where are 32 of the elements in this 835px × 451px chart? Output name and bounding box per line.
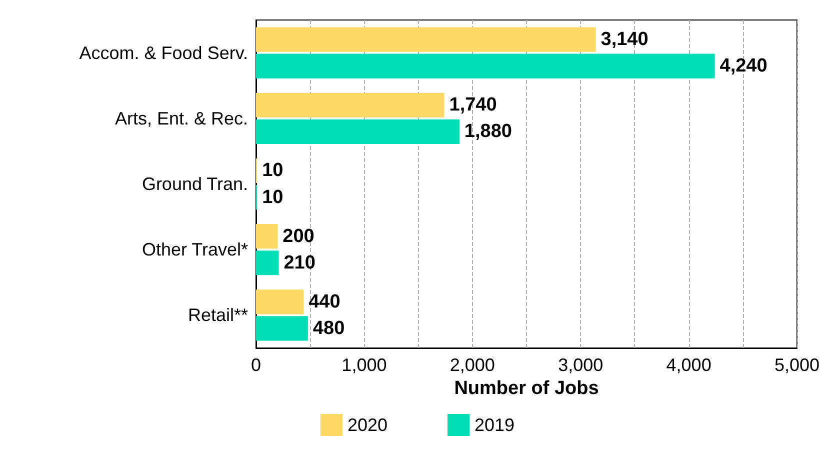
data-label: 1,880 xyxy=(464,121,512,142)
bar xyxy=(256,92,444,118)
bar xyxy=(256,54,715,78)
bar xyxy=(256,290,304,314)
x-tick-label: 0 xyxy=(250,355,262,375)
y-tick-label: Accom. & Food Serv. xyxy=(79,42,248,63)
data-label: 480 xyxy=(312,318,345,339)
data-label: 440 xyxy=(308,291,340,312)
legend-label: 2020 xyxy=(347,415,388,435)
x-tick-label: 5,000 xyxy=(774,355,820,375)
x-tick-label: 3,000 xyxy=(558,355,604,375)
data-label: 10 xyxy=(262,160,284,182)
x-axis-title: Number of Jobs xyxy=(454,378,599,399)
data-label: 200 xyxy=(282,226,314,247)
y-tick-label: Ground Tran. xyxy=(142,174,248,194)
data-label: 4,240 xyxy=(720,56,768,77)
legend-label: 2019 xyxy=(474,415,515,435)
data-label: 10 xyxy=(262,186,284,208)
x-tick-label: 1,000 xyxy=(342,355,387,375)
y-tick-label: Arts, Ent. & Rec. xyxy=(114,108,248,128)
y-tick-label: Other Travel* xyxy=(142,240,248,260)
data-label: 3,140 xyxy=(600,29,648,50)
bar xyxy=(256,316,308,341)
data-label: 1,740 xyxy=(449,94,497,116)
bar xyxy=(256,250,279,276)
x-tick-label: 4,000 xyxy=(666,355,712,375)
data-label: 210 xyxy=(284,252,316,274)
y-tick-label: Retail** xyxy=(188,305,248,326)
bar xyxy=(256,119,460,144)
bar xyxy=(256,27,596,52)
x-tick-label: 2,000 xyxy=(450,355,495,375)
bar xyxy=(256,224,278,249)
